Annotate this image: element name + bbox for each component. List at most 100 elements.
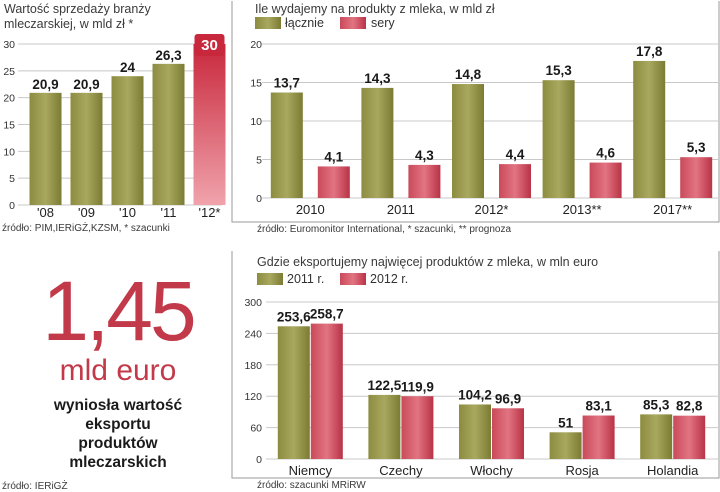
sales-bar — [111, 76, 144, 205]
spending-chart-category-label: 2013** — [563, 202, 602, 217]
sales-chart-ytick-label: 20 — [3, 93, 15, 105]
sales-bar — [70, 92, 103, 205]
sales-bar — [29, 92, 62, 205]
sales-chart-plot: 0 5 10 15 20 25 30 20,9 '08 20,9 '09 24 '10 26,3 '11 30… — [3, 34, 226, 220]
export-chart-value-label: 83,1 — [585, 399, 612, 414]
spending-chart-source: źródło: Euromonitor International, * sza… — [257, 224, 511, 235]
export-chart-category-label: Rosja — [565, 463, 599, 478]
stat-big-number: 1,45 — [42, 264, 194, 358]
export-chart-category-label: Włochy — [470, 463, 513, 478]
stat-source: źródło: IERiGŻ — [2, 479, 68, 492]
export-chart-bar-a — [368, 394, 401, 459]
spending-chart-value-label: 17,8 — [636, 44, 663, 59]
spending-chart: Ile wydajemy na produkty z mleka, w mld … — [231, 1, 720, 235]
export-chart-value-label: 96,9 — [495, 391, 521, 406]
sales-category-label: '10 — [119, 205, 136, 220]
spending-chart-bar-b — [317, 166, 350, 198]
export-chart-bar-a — [277, 326, 310, 459]
sales-chart: Wartość sprzedaży branży mleczarskiej, w… — [2, 2, 226, 234]
spending-chart-value-label: 14,3 — [364, 71, 391, 86]
spending-chart-bar-b — [589, 162, 622, 198]
legend-swatch-2011 — [257, 273, 283, 285]
export-chart-bar-a — [459, 404, 491, 459]
sales-chart-ytick-label: 0 — [9, 200, 15, 212]
spending-chart-value-label: 4,4 — [506, 147, 525, 162]
sales-chart-title-line-2: mleczarskiej, w mld zł * — [4, 17, 133, 31]
spending-chart-ytick-label: 20 — [250, 39, 262, 51]
export-chart-ytick-label: 0 — [256, 454, 262, 466]
legend-swatch-total — [255, 17, 281, 29]
legend-label-total: łącznie — [285, 16, 324, 30]
export-chart-category-label: Holandia — [647, 463, 699, 478]
export-chart: Gdzie eksportujemy najwięcej produktów z… — [231, 251, 720, 491]
export-chart-ytick-label: 60 — [250, 423, 262, 435]
spending-chart-title: Ile wydajemy na produkty z mleka, w mld … — [255, 2, 495, 16]
export-chart-bar-a — [549, 432, 582, 459]
sales-category-label: '11 — [161, 205, 177, 220]
stat-desc-line-2: eksportu — [85, 416, 150, 433]
sales-chart-source: źródło: PIM,IERiGŻ,KZSM, * szacunki — [2, 221, 170, 234]
export-chart-source: źródło: szacunki MRiRW — [257, 480, 366, 491]
sales-category-label: '08 — [37, 205, 54, 220]
spending-chart-ytick-label: 0 — [256, 193, 262, 205]
spending-chart-value-label: 4,3 — [415, 148, 434, 163]
spending-chart-frame — [231, 1, 720, 223]
export-chart-ytick-label: 120 — [244, 391, 262, 403]
stat-desc-line-4: mleczarskich — [69, 454, 166, 471]
sales-bar — [193, 44, 226, 205]
export-chart-bar-b — [401, 396, 434, 459]
export-chart-bar-b — [673, 415, 706, 459]
sales-value-label: 20,9 — [73, 77, 99, 92]
export-chart-value-label: 253,6 — [277, 309, 311, 324]
export-chart-bar-b — [582, 415, 615, 459]
spending-chart-value-label: 4,6 — [596, 146, 615, 161]
export-stat: 1,45 mld euro wyniosła wartość eksportu … — [2, 264, 197, 492]
export-chart-value-label: 85,3 — [643, 397, 670, 412]
sales-chart-ytick-label: 5 — [9, 173, 15, 185]
sales-value-label: 26,3 — [155, 48, 182, 63]
spending-chart-category-label: 2012* — [475, 202, 509, 217]
sales-value-label: 30 — [201, 37, 218, 54]
sales-chart-ytick-label: 10 — [3, 146, 15, 158]
stat-desc-line-3: produktów — [78, 435, 158, 452]
spending-chart-category-label: 2011 — [387, 202, 415, 217]
export-chart-title: Gdzie eksportujemy najwięcej produktów z… — [257, 255, 598, 269]
spending-chart-ytick-label: 5 — [256, 155, 262, 167]
sales-chart-ytick-label: 25 — [3, 66, 15, 78]
export-chart-value-label: 104,2 — [458, 387, 492, 402]
spending-chart-value-label: 4,1 — [324, 149, 343, 164]
sales-bar — [152, 63, 185, 206]
legend-swatch-cheese — [340, 17, 366, 29]
export-chart-bar-b — [310, 323, 343, 459]
spending-chart-plot: 0 5 10 15 20 13,7 4,1 2010 14,3 4,3 2011 14,8 4,4 201… — [250, 39, 718, 217]
spending-chart-value-label: 15,3 — [545, 63, 572, 78]
sales-category-label: '12* — [198, 205, 220, 220]
spending-chart-value-label: 13,7 — [274, 76, 300, 91]
export-chart-value-label: 119,9 — [401, 379, 434, 394]
legend-label-2011: 2011 r. — [287, 272, 324, 286]
legend-label-2012: 2012 r. — [370, 272, 408, 286]
legend-label-cheese: sery — [371, 16, 395, 30]
spending-chart-bar-b — [680, 157, 713, 198]
sales-chart-title-line-1: Wartość sprzedaży branży — [4, 2, 152, 16]
export-chart-frame — [231, 251, 720, 479]
sales-value-label: 24 — [120, 60, 136, 75]
export-chart-ytick-label: 180 — [244, 360, 262, 372]
export-chart-category-label: Niemcy — [289, 463, 333, 478]
export-chart-ytick-label: 300 — [244, 297, 262, 309]
export-chart-bar-a — [640, 414, 673, 459]
spending-chart-value-label: 5,3 — [687, 140, 706, 155]
stat-unit: mld euro — [60, 354, 177, 387]
legend-swatch-2012 — [340, 273, 366, 285]
sales-highlight-badge — [194, 34, 225, 56]
spending-chart-bar-b — [408, 164, 441, 198]
spending-chart-bar-a — [633, 60, 666, 198]
export-chart-value-label: 122,5 — [368, 378, 402, 393]
export-chart-ytick-label: 240 — [244, 328, 262, 340]
export-chart-plot: 0 60 120 180 240 300 253,6 258,7 Niemcy 122,5 119,… — [244, 297, 718, 478]
spending-chart-ytick-label: 10 — [250, 116, 262, 128]
spending-chart-ytick-label: 15 — [250, 78, 262, 90]
stat-desc-line-1: wyniosła wartość — [53, 397, 183, 414]
spending-chart-bar-a — [542, 80, 575, 198]
